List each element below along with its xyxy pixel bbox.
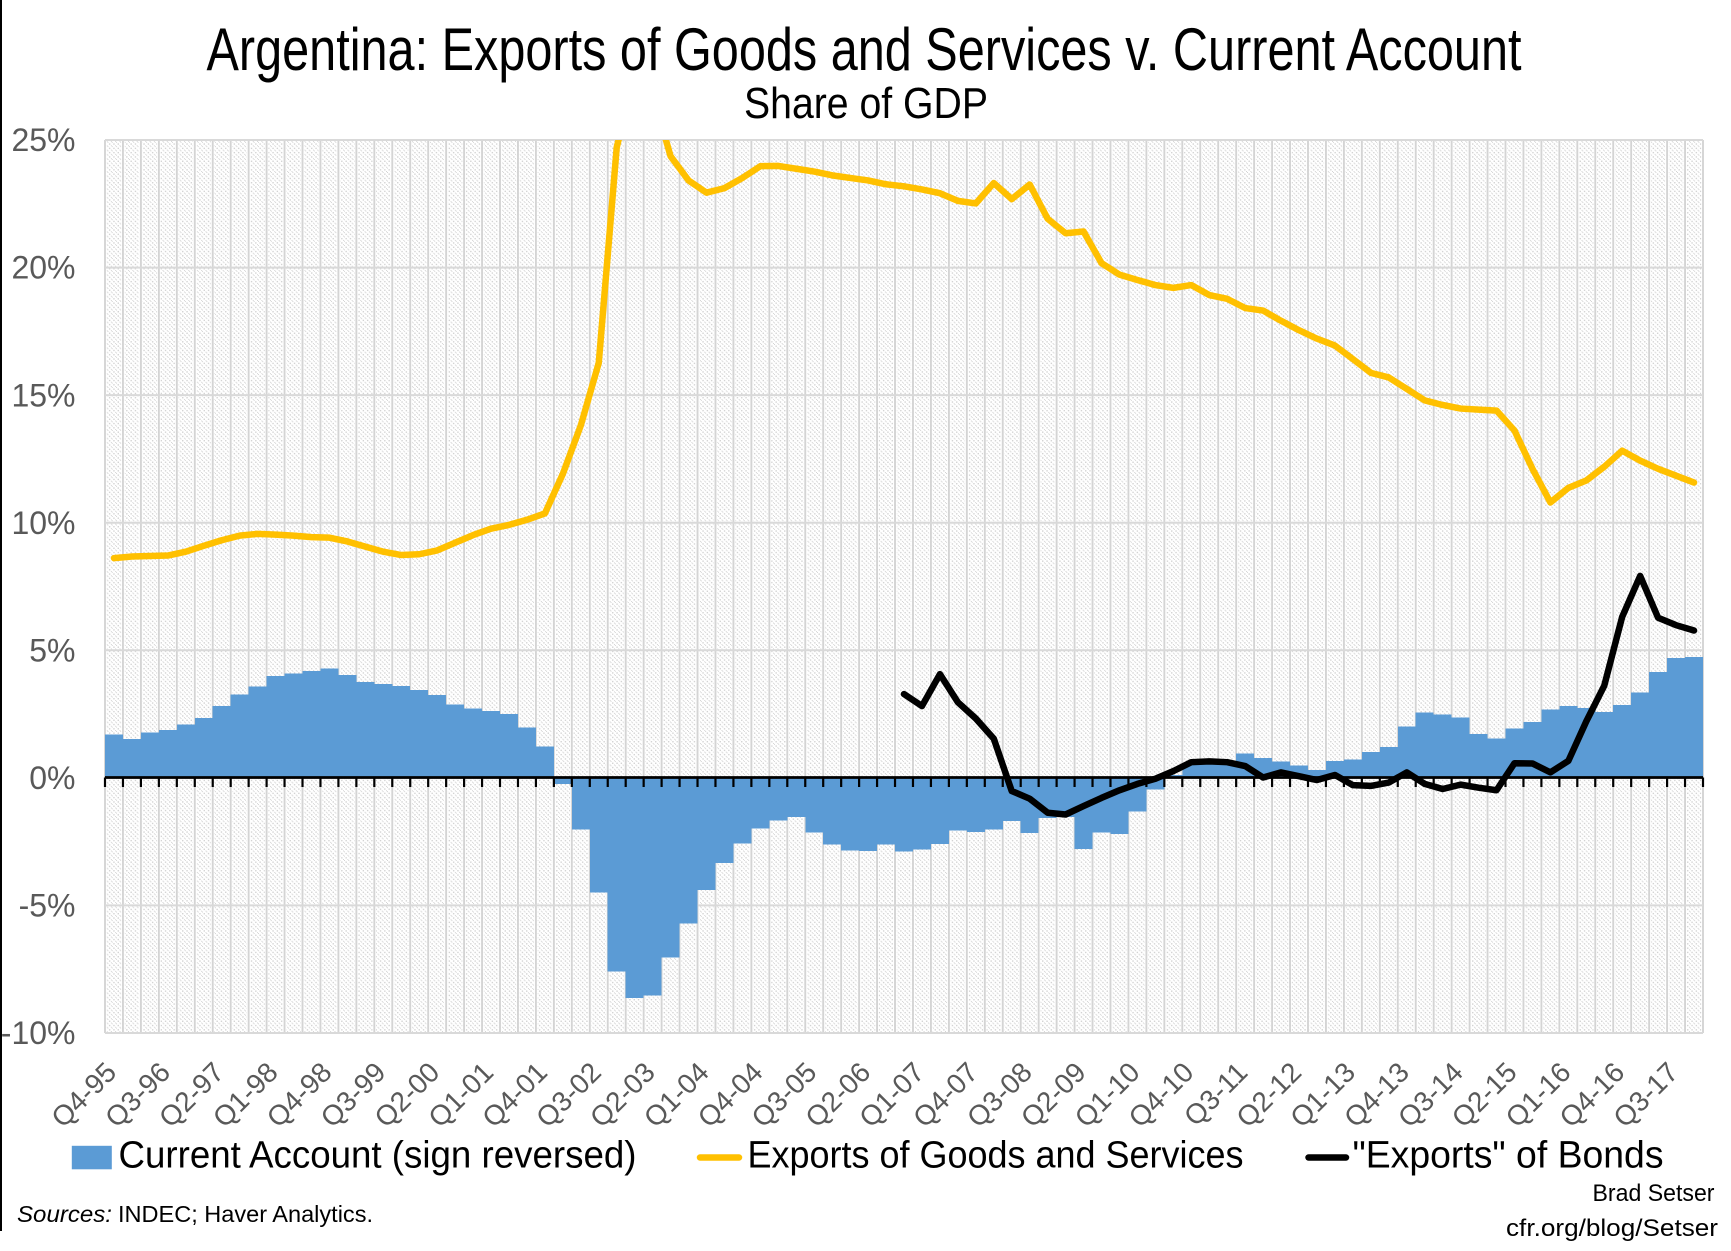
svg-text:-10%: -10%: [1, 1015, 76, 1051]
svg-text:"Exports" of Bonds: "Exports" of Bonds: [1353, 1135, 1664, 1177]
svg-text:25%: 25%: [11, 122, 75, 158]
svg-text:-5%: -5%: [19, 888, 76, 924]
svg-text:cfr.org/blog/Setser: cfr.org/blog/Setser: [1506, 1215, 1718, 1242]
svg-text:INDEC; Haver Analytics.: INDEC; Haver Analytics.: [118, 1201, 373, 1227]
svg-text:15%: 15%: [11, 377, 75, 413]
svg-text:Exports of Goods and Services: Exports of Goods and Services: [748, 1135, 1244, 1177]
svg-text:20%: 20%: [11, 250, 75, 286]
svg-text:Argentina: Exports of Goods an: Argentina: Exports of Goods and Services…: [207, 16, 1522, 83]
svg-text:Brad Setser: Brad Setser: [1593, 1180, 1715, 1207]
svg-text:Share of GDP: Share of GDP: [744, 79, 988, 128]
svg-text:10%: 10%: [11, 505, 75, 541]
svg-text:Sources:: Sources:: [17, 1201, 112, 1227]
svg-text:Current Account (sign reversed: Current Account (sign reversed): [119, 1135, 637, 1177]
svg-text:5%: 5%: [29, 632, 75, 668]
svg-text:0%: 0%: [29, 760, 75, 796]
